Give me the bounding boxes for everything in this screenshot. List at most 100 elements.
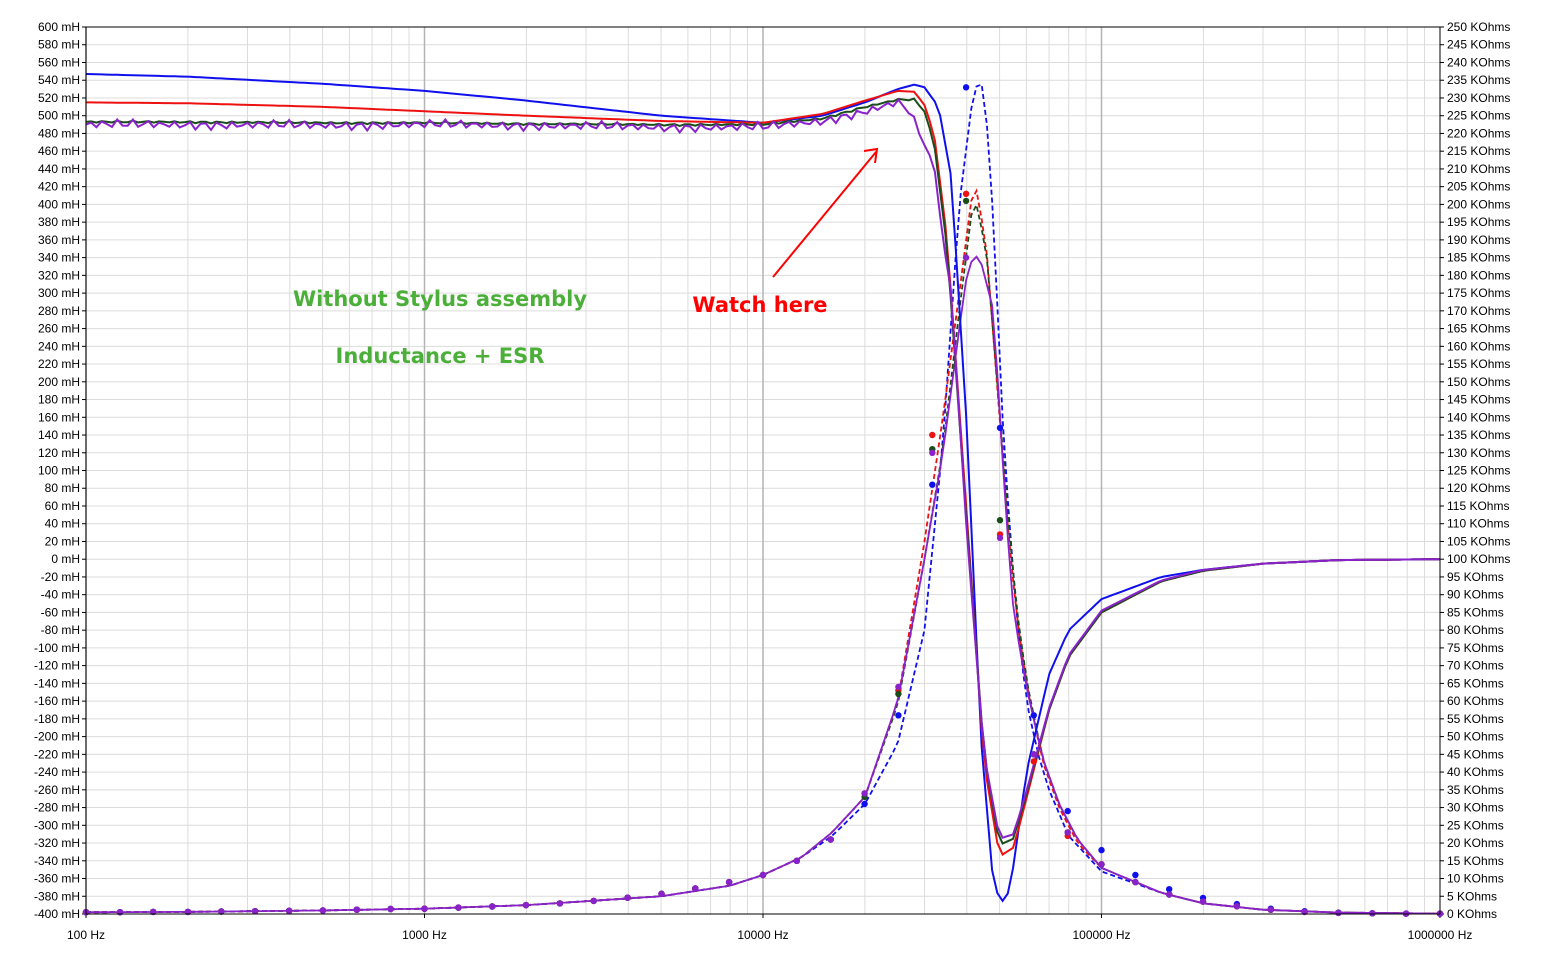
esr-marker-purple — [590, 897, 597, 905]
right-tick-label: 135 KOhms — [1447, 428, 1510, 442]
left-tick-label: -240 mH — [34, 765, 80, 779]
plot-frame — [85, 26, 1441, 915]
right-tick-label: 15 KOhms — [1447, 854, 1504, 868]
esr-marker-purple — [1098, 861, 1105, 868]
left-tick-label: 60 mH — [45, 499, 80, 513]
left-tick-label: 160 mH — [38, 410, 80, 424]
annotation-watch: Watch here — [692, 293, 827, 317]
left-tick-label: -120 mH — [34, 659, 80, 673]
esr-marker-purple — [725, 878, 733, 886]
x-tick-label: 1000000 Hz — [1408, 928, 1473, 942]
left-tick-label: -360 mH — [34, 872, 80, 886]
left-tick-label: 100 mH — [38, 464, 80, 478]
right-tick-label: 115 KOhms — [1447, 499, 1509, 513]
esr-marker-purple — [658, 890, 665, 897]
left-tick-label: 580 mH — [38, 38, 80, 52]
esr-marker-purple — [319, 907, 327, 914]
watch-arrow — [772, 151, 877, 278]
right-tick-label: 40 KOhms — [1447, 765, 1504, 779]
left-tick-label: -380 mH — [34, 889, 80, 903]
esr-marker-blue — [1098, 846, 1105, 854]
right-tick-label: 75 KOhms — [1447, 641, 1504, 655]
left-tick-label: 540 mH — [38, 73, 80, 87]
left-tick-label: 320 mH — [38, 268, 80, 282]
right-tick-label: 200 KOhms — [1447, 197, 1510, 211]
watch-arrow-head — [863, 147, 879, 164]
right-tick-label: 80 KOhms — [1447, 623, 1504, 637]
esr-marker-purple — [793, 857, 800, 864]
grid — [85, 26, 1440, 915]
esr-marker-purple — [421, 905, 428, 912]
right-tick-label: 70 KOhms — [1447, 659, 1504, 673]
left-tick-label: 200 mH — [38, 375, 80, 389]
left-tick-label: 260 mH — [38, 322, 80, 336]
esr-marker-blue — [962, 84, 970, 91]
esr-marker-purple — [929, 449, 936, 456]
esr-marker-purple — [1064, 829, 1071, 836]
left-tick-label: 380 mH — [38, 215, 80, 229]
esr-marker-purple — [1166, 891, 1173, 898]
left-tick-label: -400 mH — [34, 907, 80, 921]
left-tick-label: 80 mH — [45, 481, 80, 495]
esr-marker-purple — [218, 908, 225, 915]
left-tick-label: 560 mH — [38, 55, 80, 69]
right-tick-label: 185 KOhms — [1447, 251, 1510, 265]
right-tick-label: 165 KOhms — [1447, 322, 1510, 336]
left-tick-label: 140 mH — [38, 428, 80, 442]
esr-marker-blue — [1064, 807, 1071, 815]
right-tick-label: 130 KOhms — [1447, 446, 1510, 460]
left-tick-label: -200 mH — [34, 730, 80, 744]
left-tick-label: -60 mH — [41, 605, 80, 619]
esr-marker-purple — [962, 254, 970, 261]
esr-marker-purple — [556, 900, 564, 907]
esr-marker-purple — [1369, 910, 1376, 917]
right-tick-label: 30 KOhms — [1447, 801, 1504, 815]
esr-marker-red — [1030, 758, 1038, 765]
left-tick-label: -220 mH — [34, 747, 80, 761]
left-tick-label: -160 mH — [34, 694, 80, 708]
right-tick-label: 10 KOhms — [1447, 872, 1504, 886]
left-tick-label: -260 mH — [34, 783, 80, 797]
esr-marker-purple — [692, 885, 699, 892]
right-tick-label: 210 KOhms — [1447, 162, 1510, 176]
right-tick-label: 20 KOhms — [1447, 836, 1504, 850]
right-tick-label: 170 KOhms — [1447, 304, 1510, 318]
left-tick-label: 480 mH — [38, 126, 80, 140]
right-tick-label: 105 KOhms — [1447, 534, 1510, 548]
right-tick-label: 240 KOhms — [1447, 55, 1510, 69]
right-tick-label: 35 KOhms — [1447, 783, 1504, 797]
inductance-line-purple — [85, 98, 1440, 839]
left-tick-label: 340 mH — [38, 251, 80, 265]
esr-marker-purple — [1199, 898, 1207, 905]
left-tick-label: 300 mH — [38, 286, 80, 300]
esr-marker-purple — [251, 908, 259, 915]
right-tick-label: 205 KOhms — [1447, 180, 1510, 194]
x-tick-label: 1000 Hz — [402, 928, 447, 942]
esr-marker-blue — [1132, 871, 1139, 879]
left-tick-label: 460 mH — [38, 144, 80, 158]
esr-marker-blue — [929, 481, 936, 488]
right-tick-label: 195 KOhms — [1447, 215, 1510, 229]
bottom-axis: 100 Hz 1000 Hz 10000 Hz 100000 Hz 1000000 Hz — [67, 914, 1472, 942]
right-tick-label: 90 KOhms — [1447, 588, 1504, 602]
right-tick-label: 0 KOhms — [1447, 907, 1497, 921]
right-tick-label: 55 KOhms — [1447, 712, 1504, 726]
esr-marker-purple — [1030, 751, 1038, 758]
left-tick-label: 440 mH — [38, 162, 80, 176]
right-tick-label: 95 KOhms — [1447, 570, 1504, 584]
left-tick-label: -340 mH — [34, 854, 80, 868]
left-tick-label: 520 mH — [38, 91, 80, 105]
annotations: Without Stylus assembly Inductance + ESR… — [293, 147, 879, 368]
right-tick-label: 250 KOhms — [1447, 20, 1510, 34]
esr-marker-purple — [996, 534, 1004, 542]
right-tick-label: 100 KOhms — [1447, 552, 1510, 566]
left-tick-label: 40 mH — [45, 517, 80, 531]
esr-marker-purple — [759, 871, 767, 879]
right-tick-label: 180 KOhms — [1447, 268, 1510, 282]
right-tick-label: 225 KOhms — [1447, 109, 1510, 123]
right-tick-label: 125 KOhms — [1447, 464, 1510, 478]
left-tick-label: 20 mH — [45, 534, 80, 548]
esr-marker-blue — [1166, 886, 1173, 893]
left-tick-label: 400 mH — [38, 197, 80, 211]
